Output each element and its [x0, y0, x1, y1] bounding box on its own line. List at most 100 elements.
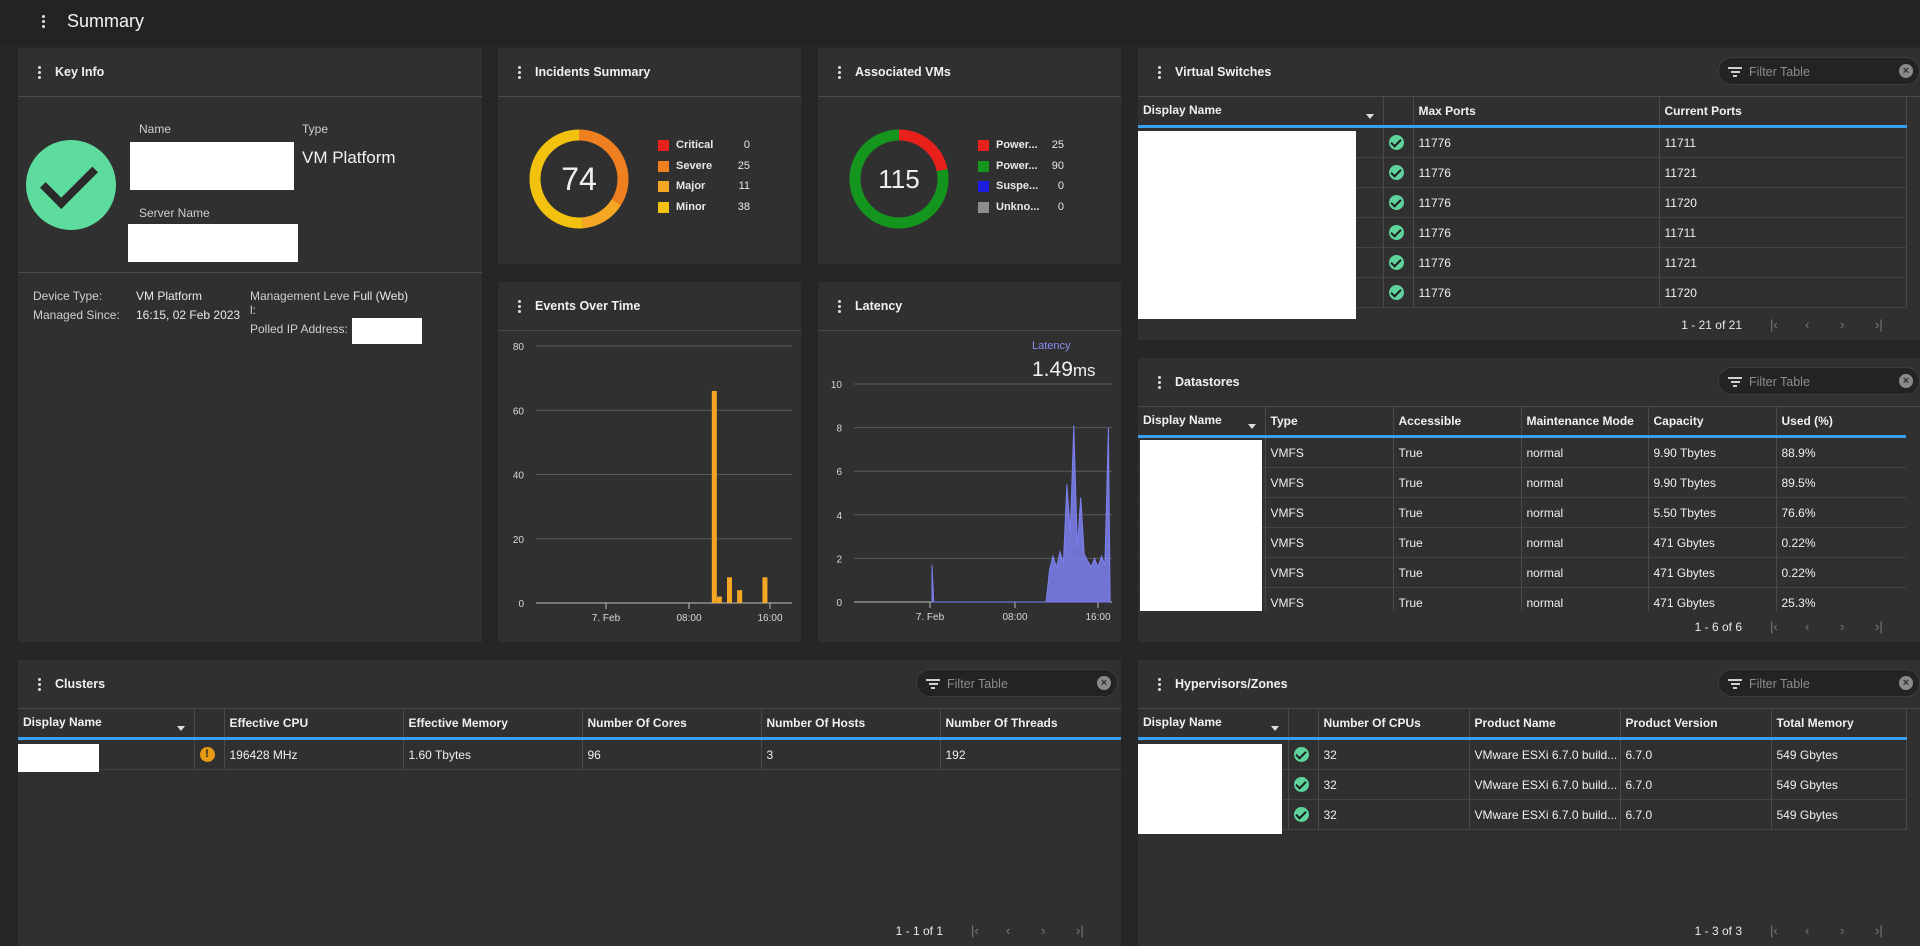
panel-menu-icon[interactable]	[838, 300, 842, 313]
legend-item[interactable]: Unkno... 0	[978, 200, 1064, 221]
filter-table-input[interactable]	[1747, 63, 1891, 81]
next-page-icon[interactable]: ›	[1840, 317, 1845, 332]
column-header-display-name[interactable]: Display Name	[1138, 97, 1384, 128]
prev-page-icon[interactable]: ‹	[1006, 923, 1011, 938]
column-header-max-ports[interactable]: Max Ports	[1413, 97, 1660, 128]
prev-page-icon[interactable]: ‹	[1805, 317, 1810, 332]
sort-caret-icon[interactable]	[176, 726, 185, 731]
panel-menu-icon[interactable]	[38, 678, 42, 691]
ok-status-icon	[1388, 285, 1404, 301]
event-bar[interactable]	[737, 590, 743, 603]
table-row[interactable]: ! 196428 MHz 1.60 Tbytes 96 3 192	[18, 738, 1121, 770]
column-header-product-name[interactable]: Product Name	[1469, 709, 1621, 740]
latency-area[interactable]	[931, 425, 1111, 603]
y-tick-label: 80	[513, 342, 525, 353]
page-menu-icon[interactable]	[42, 15, 46, 28]
event-bar[interactable]	[727, 577, 732, 603]
next-page-icon[interactable]: ›	[1840, 619, 1845, 634]
table-cell: 11711	[1659, 126, 1907, 158]
column-header-used[interactable]: Used (%)	[1776, 407, 1906, 438]
column-header-number-of-cores[interactable]: Number Of Cores	[582, 709, 762, 740]
filter-table-input[interactable]	[1747, 675, 1891, 693]
donut-segment[interactable]	[849, 129, 949, 229]
column-header-number-of-cpus[interactable]: Number Of CPUs	[1318, 709, 1470, 740]
latency-chart[interactable]: 0 2 4 6 8 10 7. Feb 08:00 16:00	[818, 330, 1121, 642]
sort-caret-icon[interactable]	[1365, 114, 1374, 119]
column-header-status[interactable]	[1383, 97, 1414, 128]
column-header-display-name[interactable]: Display Name	[18, 709, 195, 740]
legend-item[interactable]: Minor 38	[658, 200, 750, 221]
panel-menu-icon[interactable]	[518, 300, 522, 313]
panel-menu-icon[interactable]	[38, 66, 42, 79]
panel-menu-icon[interactable]	[1158, 678, 1162, 691]
clear-filter-icon[interactable]: ×	[1899, 64, 1913, 78]
column-header-status[interactable]	[1288, 709, 1319, 740]
panel-title: Latency	[855, 299, 903, 313]
panel-menu-icon[interactable]	[838, 66, 842, 79]
clear-filter-icon[interactable]: ×	[1899, 374, 1913, 388]
divider	[18, 272, 482, 273]
filter-table-field[interactable]: ×	[916, 669, 1118, 697]
last-page-icon[interactable]: ›|	[1076, 923, 1084, 938]
event-bar[interactable]	[716, 596, 722, 603]
column-header-number-of-hosts[interactable]: Number Of Hosts	[761, 709, 941, 740]
last-page-icon[interactable]: ›|	[1875, 317, 1883, 332]
event-bar[interactable]	[711, 390, 717, 603]
clear-filter-icon[interactable]: ×	[1899, 676, 1913, 690]
column-header-product-version[interactable]: Product Version	[1620, 709, 1772, 740]
events-chart[interactable]: 0 20 40 60 80 7. Feb 08:00 16:00	[498, 330, 801, 642]
column-header-current-ports[interactable]: Current Ports	[1659, 97, 1907, 128]
column-header-capacity[interactable]: Capacity	[1648, 407, 1777, 438]
panel-menu-icon[interactable]	[1158, 376, 1162, 389]
filter-table-input[interactable]	[1747, 373, 1891, 391]
column-header-accessible[interactable]: Accessible	[1393, 407, 1522, 438]
first-page-icon[interactable]: |‹	[1770, 317, 1778, 332]
prev-page-icon[interactable]: ‹	[1805, 619, 1810, 634]
column-header-effective-cpu[interactable]: Effective CPU	[224, 709, 404, 740]
table-row[interactable]: VMFS True normal 9.90 Tbytes 89.5%	[1138, 467, 1906, 498]
first-page-icon[interactable]: |‹	[1770, 619, 1778, 634]
filter-table-field[interactable]: ×	[1718, 57, 1920, 85]
column-header-number-of-threads[interactable]: Number Of Threads	[940, 709, 1121, 740]
y-tick-label: 20	[513, 535, 525, 546]
table-row[interactable]: VMFS True normal 471 Gbytes 0.22%	[1138, 557, 1906, 588]
legend-item[interactable]: Severe 25	[658, 159, 750, 180]
incidents-donut[interactable]: 74	[526, 126, 632, 232]
panel-menu-icon[interactable]	[1158, 66, 1162, 79]
filter-table-field[interactable]: ×	[1718, 669, 1920, 697]
table-row[interactable]: 32 VMware ESXi 6.7.0 build... 6.7.0 549 Gby…	[1138, 769, 1907, 800]
sort-caret-icon[interactable]	[1247, 424, 1256, 429]
column-header-type[interactable]: Type	[1265, 407, 1394, 438]
clear-filter-icon[interactable]: ×	[1097, 676, 1111, 690]
column-header-display-name[interactable]: Display Name	[1138, 709, 1289, 740]
table-row[interactable]: 32 VMware ESXi 6.7.0 build... 6.7.0 549 Gby…	[1138, 738, 1907, 770]
sort-caret-icon[interactable]	[1270, 726, 1279, 731]
column-header-display-name[interactable]: Display Name	[1138, 407, 1266, 438]
last-page-icon[interactable]: ›|	[1875, 923, 1883, 938]
column-header-status[interactable]	[194, 709, 225, 740]
prev-page-icon[interactable]: ‹	[1805, 923, 1810, 938]
legend-item[interactable]: Suspe... 0	[978, 179, 1064, 200]
status-cell	[1383, 157, 1414, 188]
column-header-effective-memory[interactable]: Effective Memory	[403, 709, 583, 740]
filter-table-field[interactable]: ×	[1718, 367, 1920, 395]
panel-title: Incidents Summary	[535, 65, 651, 79]
panel-menu-icon[interactable]	[518, 66, 522, 79]
vms-donut[interactable]: 115	[846, 126, 952, 232]
table-cell: VMFS	[1265, 527, 1394, 558]
legend-item[interactable]: Critical 0	[658, 138, 750, 159]
column-header-total-memory[interactable]: Total Memory	[1771, 709, 1907, 740]
legend-item[interactable]: Major 11	[658, 179, 750, 200]
event-bar[interactable]	[762, 577, 768, 603]
datastores-table-scroll[interactable]: Display Name Type Accessible Maintenance…	[1138, 407, 1906, 611]
first-page-icon[interactable]: |‹	[971, 923, 979, 938]
next-page-icon[interactable]: ›	[1041, 923, 1046, 938]
column-header-maintenance-mode[interactable]: Maintenance Mode	[1521, 407, 1649, 438]
legend-item[interactable]: Power... 90	[978, 159, 1064, 180]
last-page-icon[interactable]: ›|	[1875, 619, 1883, 634]
filter-table-input[interactable]	[945, 675, 1089, 693]
donut-segment[interactable]	[529, 129, 629, 229]
legend-item[interactable]: Power... 25	[978, 138, 1064, 159]
first-page-icon[interactable]: |‹	[1770, 923, 1778, 938]
next-page-icon[interactable]: ›	[1840, 923, 1845, 938]
